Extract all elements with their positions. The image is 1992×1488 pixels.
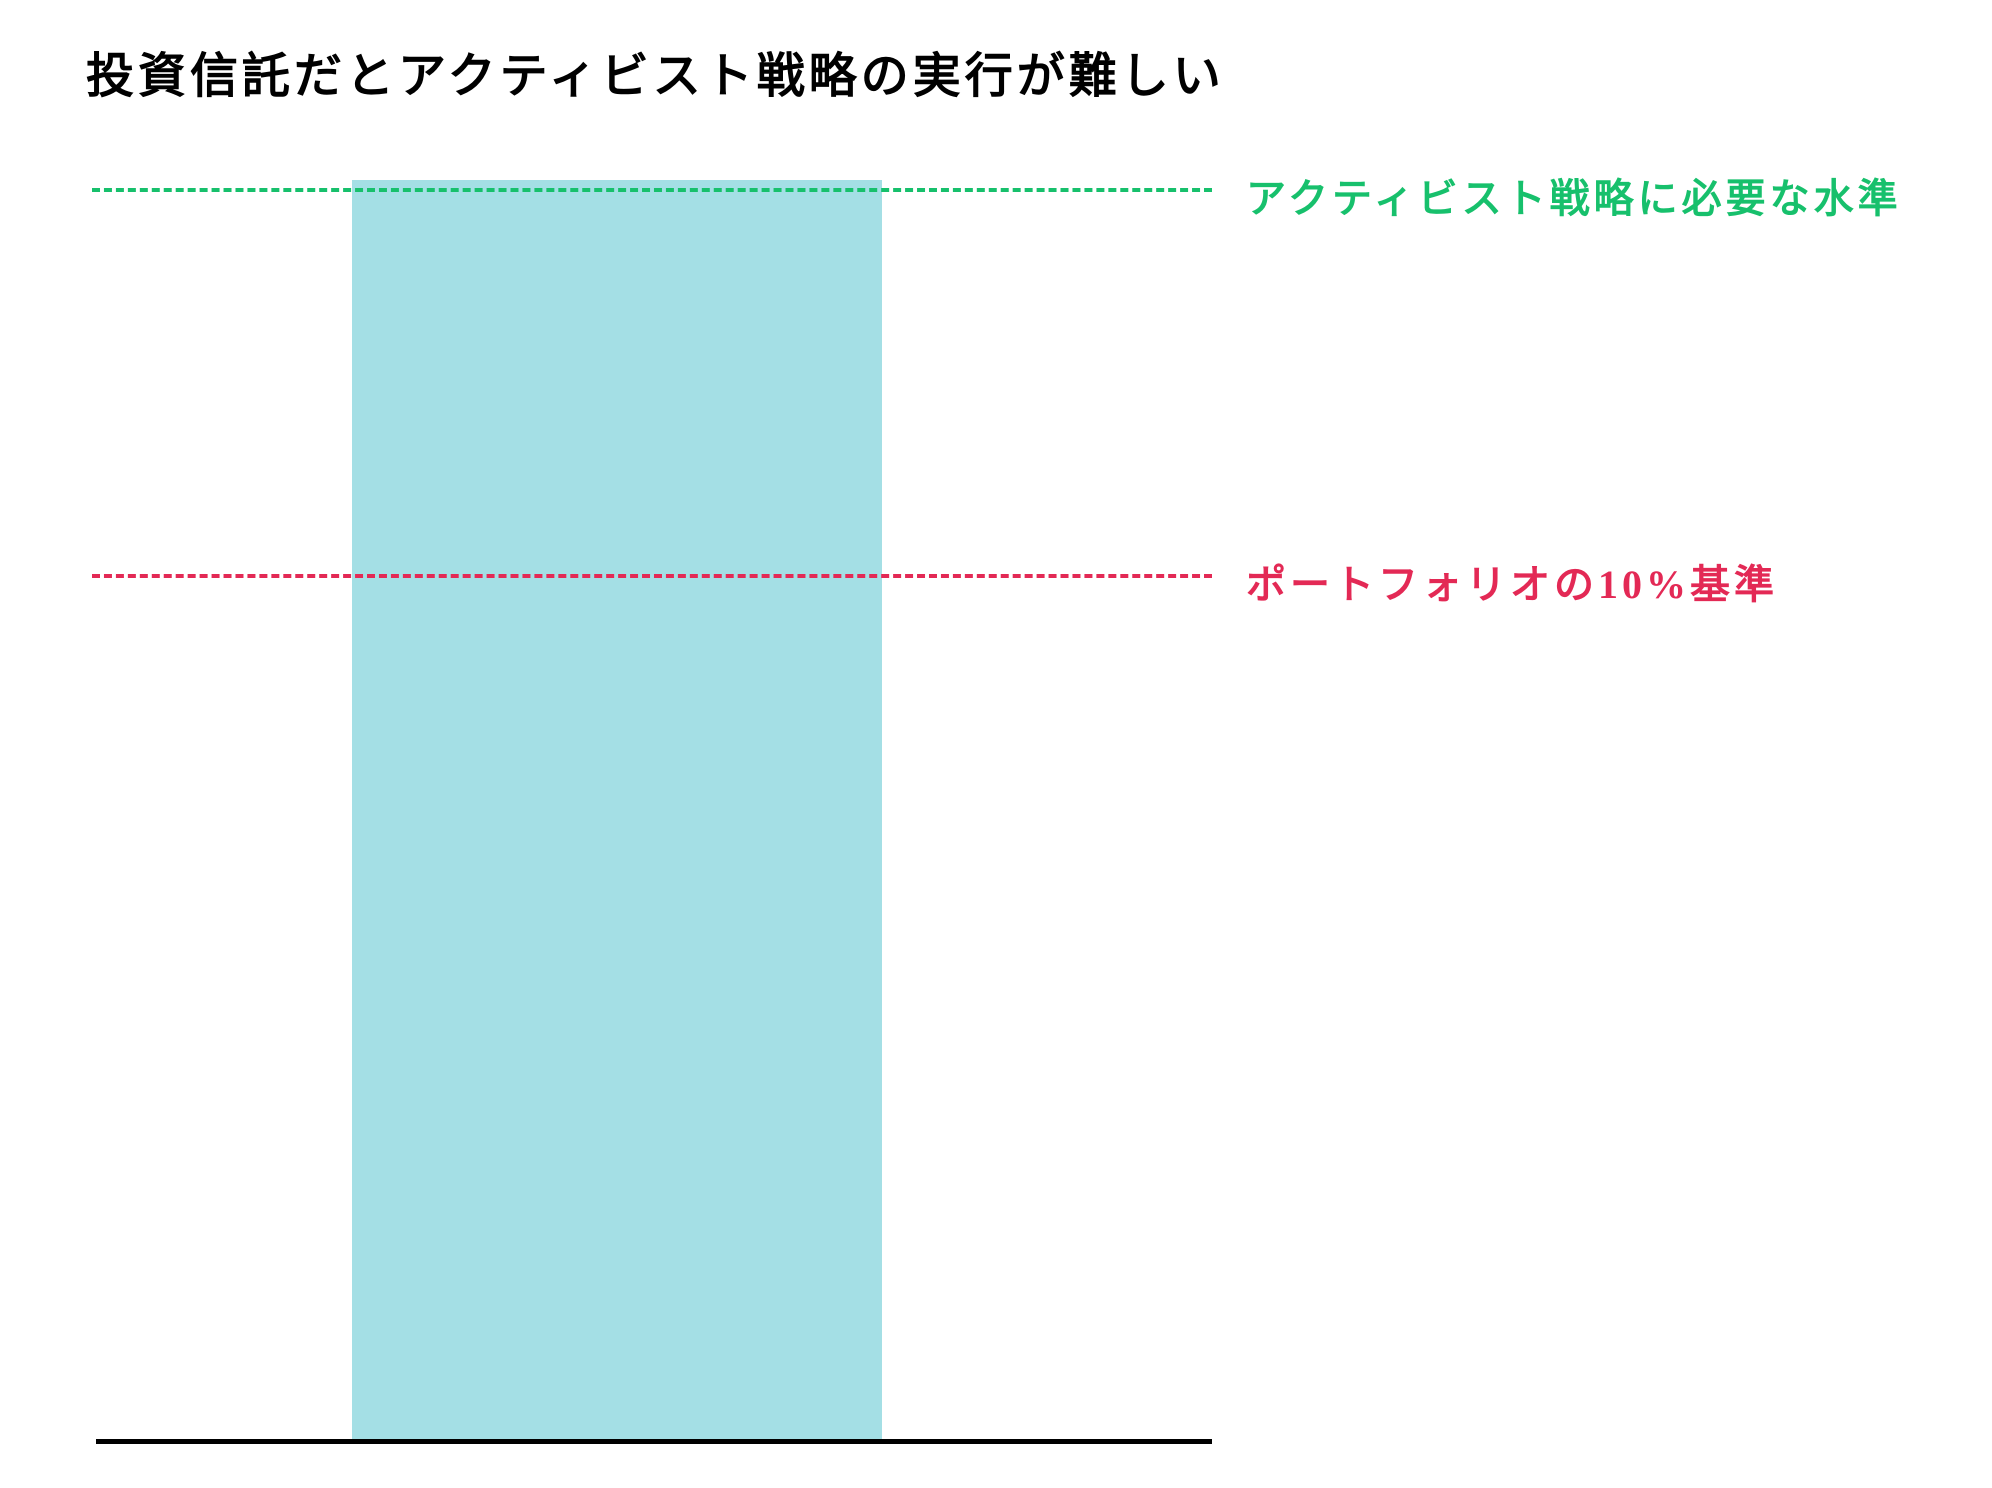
threshold-label-portfolio-10pct: ポートフォリオの10%基準 [1246, 552, 1778, 610]
chart-plot-area: アクティビスト戦略に必要な水準ポートフォリオの10%基準 [92, 180, 1212, 1444]
threshold-label-activist-level: アクティビスト戦略に必要な水準 [1246, 166, 1902, 224]
threshold-line-activist-level [92, 188, 1212, 192]
chart-canvas: 投資信託だとアクティビスト戦略の実行が難しい アクティビスト戦略に必要な水準ポー… [0, 0, 1992, 1488]
chart-title: 投資信託だとアクティビスト戦略の実行が難しい [86, 36, 1225, 106]
threshold-line-portfolio-10pct [92, 574, 1212, 578]
x-axis-baseline [96, 1439, 1212, 1444]
bar-main [352, 180, 882, 1444]
